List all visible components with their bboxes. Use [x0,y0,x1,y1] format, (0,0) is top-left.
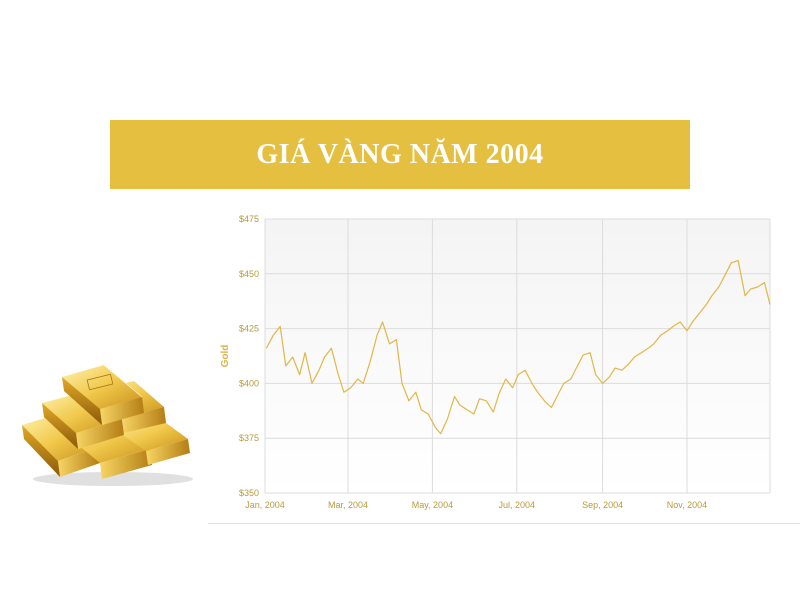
x-tick-label: Sep, 2004 [582,500,623,510]
y-axis-label: Gold [220,345,231,368]
gold-price-chart: $350 $375 $400 $425 $450 $475 Jan, 2004 Mar, 2… [210,205,800,525]
divider [208,523,800,524]
y-tick-label: $475 [239,214,259,224]
x-tick-label: May, 2004 [412,500,453,510]
y-axis-ticks: $350 $375 $400 $425 $450 $475 [239,214,259,498]
gold-bars-icon [18,355,200,490]
chart-canvas: $350 $375 $400 $425 $450 $475 Jan, 2004 Mar, 2… [220,214,771,510]
grid [264,218,771,494]
gold-price-line [265,260,771,435]
x-tick-label: Jan, 2004 [245,500,285,510]
plot-area [265,219,770,493]
x-axis-ticks: Jan, 2004 Mar, 2004 May, 2004 Jul, 2004 Sep,… [245,500,707,510]
y-tick-label: $350 [239,488,259,498]
y-tick-label: $375 [239,433,259,443]
x-tick-label: Mar, 2004 [328,500,368,510]
y-tick-label: $450 [239,269,259,279]
x-tick-label: Nov, 2004 [667,500,707,510]
y-tick-label: $425 [239,324,259,334]
title-banner: GIÁ VÀNG NĂM 2004 [110,120,690,189]
page-title: GIÁ VÀNG NĂM 2004 [256,138,544,170]
x-tick-label: Jul, 2004 [499,500,536,510]
y-tick-label: $400 [239,378,259,388]
